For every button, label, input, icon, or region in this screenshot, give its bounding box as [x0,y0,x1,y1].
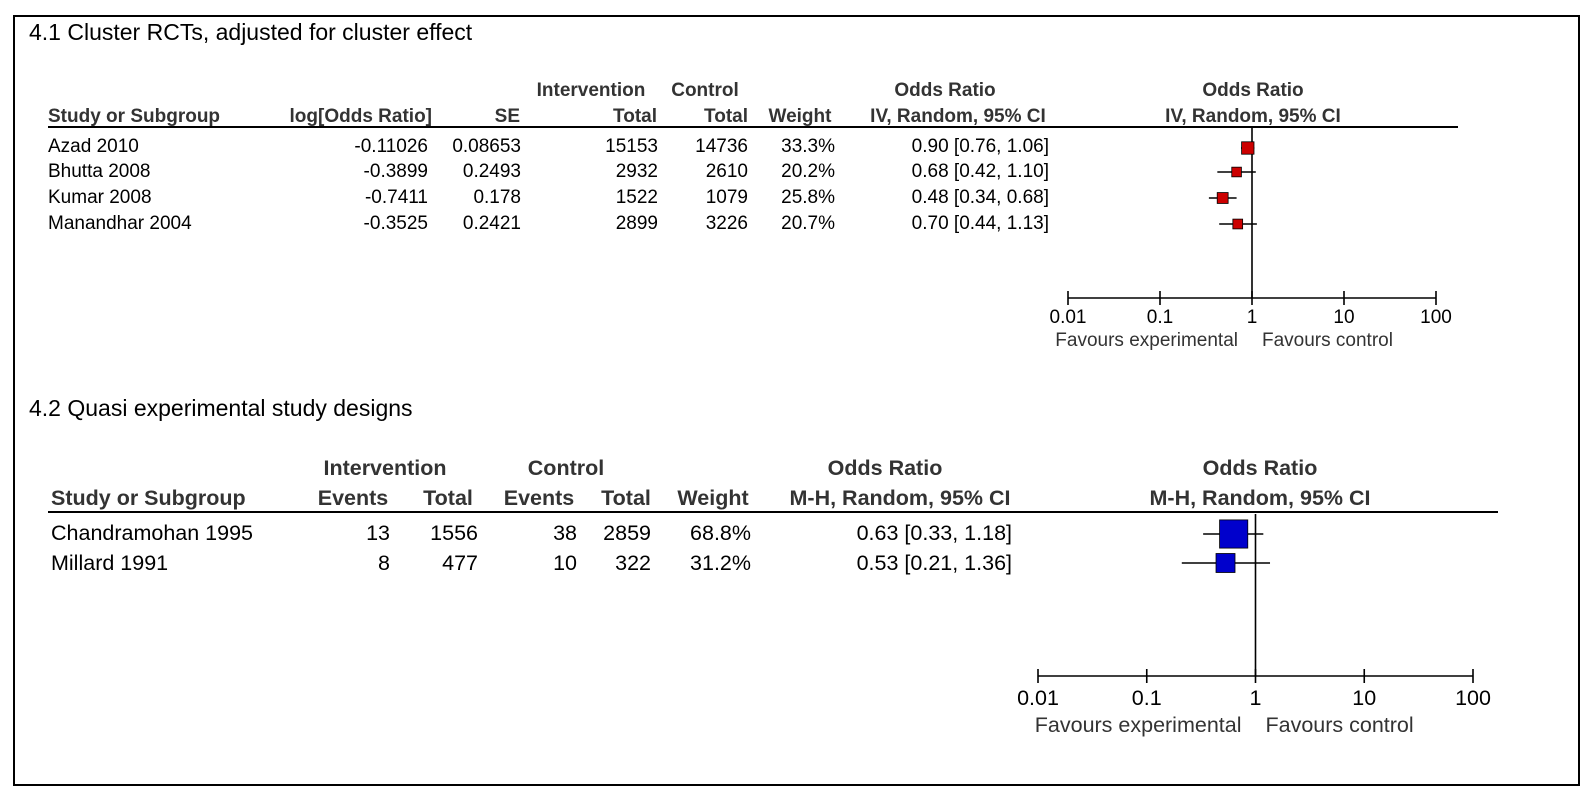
favours-control-label: Favours control [1262,330,1393,351]
table-row-int-total: 15153 [605,136,658,157]
favours-experimental-label: Favours experimental [1035,713,1242,737]
table-row-ctl-total: 2610 [705,161,748,182]
point-estimate-marker [1215,553,1236,573]
table-row-ci: 0.63 [0.33, 1.18] [856,521,1012,545]
table-row-int-events: 13 [366,521,390,545]
p1-header-int-total: Total [613,106,657,127]
table-row-weight: 20.7% [781,213,835,234]
table-row-ctl-total: 322 [615,551,651,575]
table-row-se: 0.08653 [452,136,521,157]
p2-header-weight: Weight [677,486,749,510]
x-tick-label: 10 [1352,686,1376,710]
p2-header-or: Odds Ratio [827,456,943,480]
p2-header-ctl-events: Events [503,486,575,510]
p1-header-control: Control [671,80,739,101]
table-row-int-events: 8 [378,551,390,575]
table-row-se: 0.2493 [462,161,521,182]
table-row-ctl-events: 10 [553,551,577,575]
p1-header-plot-method: IV, Random, 95% CI [1165,106,1341,127]
x-tick-label: 100 [1455,686,1491,710]
point-estimate-marker [1232,218,1244,230]
table-row-study: Bhutta 2008 [48,161,151,182]
point-estimate-marker [1231,166,1242,178]
p2-header-int-total: Total [423,486,473,510]
p1-header-study: Study or Subgroup [48,106,221,127]
table-row-logor: -0.3899 [363,161,428,182]
p1-header-or-method: IV, Random, 95% CI [870,106,1046,127]
point-estimate-marker [1216,192,1229,204]
table-row-study: Kumar 2008 [48,187,152,208]
panel-2-title: 4.2 Quasi experimental study designs [29,395,413,421]
table-row-weight: 20.2% [781,161,835,182]
x-tick-label: 0.01 [1017,686,1059,710]
table-row-int-total: 477 [442,551,478,575]
table-row-weight: 25.8% [781,187,835,208]
p1-header-plot: Odds Ratio [1202,80,1304,101]
favours-control-label: Favours control [1266,713,1414,737]
table-row-int-total: 2899 [615,213,658,234]
x-tick-label: 1 [1247,307,1258,328]
p2-header-plot-method: M-H, Random, 95% CI [1149,486,1371,510]
point-estimate-marker [1219,519,1249,549]
table-row-ci: 0.70 [0.44, 1.13] [911,213,1049,234]
p1-header-ctl-total: Total [704,106,748,127]
x-tick-label: 0.1 [1132,686,1162,710]
favours-experimental-label: Favours experimental [1055,330,1238,351]
table-row-ctl-total: 1079 [705,187,748,208]
p1-header-or: Odds Ratio [894,80,996,101]
p2-header-or-method: M-H, Random, 95% CI [789,486,1011,510]
table-row-logor: -0.11026 [354,136,428,157]
p1-header-logor: log[Odds Ratio] [289,106,432,127]
x-tick-label: 100 [1420,307,1452,328]
table-row-study: Manandhar 2004 [48,213,192,234]
table-row-int-total: 1556 [430,521,478,545]
table-row-ci: 0.90 [0.76, 1.06] [911,136,1049,157]
panel-1-title: 4.1 Cluster RCTs, adjusted for cluster e… [29,19,473,45]
p2-header-ctl-total: Total [601,486,651,510]
table-row-int-total: 2932 [615,161,658,182]
x-tick-label: 0.01 [1050,307,1087,328]
table-row-ctl-total: 3226 [705,213,748,234]
table-row-se: 0.2421 [462,213,521,234]
table-row-ci: 0.53 [0.21, 1.36] [856,551,1012,575]
p2-header-plot: Odds Ratio [1202,456,1318,480]
table-row-study: Azad 2010 [48,136,139,157]
table-row-ctl-total: 2859 [603,521,651,545]
p2-header-study: Study or Subgroup [51,486,246,510]
table-row-study: Millard 1991 [51,551,169,575]
p2-header-int-events: Events [317,486,389,510]
table-row-ctl-total: 14736 [695,136,748,157]
p1-header-weight: Weight [768,106,832,127]
p1-header-intervention: Intervention [536,80,646,101]
x-tick-label: 1 [1250,686,1262,710]
table-row-logor: -0.3525 [363,213,428,234]
forest-plot-1: 0.01 0.1 1 10 100 Favours experimental Favours… [1050,128,1452,351]
x-tick-label: 0.1 [1147,307,1173,328]
table-row-weight: 33.3% [781,136,835,157]
table-row-se: 0.178 [473,187,521,208]
p1-header-se: SE [494,106,520,127]
table-row-weight: 68.8% [690,521,751,545]
table-row-ci: 0.48 [0.34, 0.68] [911,187,1049,208]
table-row-study: Chandramohan 1995 [51,521,254,545]
p2-header-control: Control [527,456,605,480]
p2-header-rule [48,511,1498,513]
x-tick-label: 10 [1333,307,1354,328]
table-row-ctl-events: 38 [553,521,577,545]
table-row-logor: -0.7411 [364,187,428,208]
table-row-ci: 0.68 [0.42, 1.10] [911,161,1049,182]
table-row-int-total: 1522 [615,187,658,208]
table-row-weight: 31.2% [690,551,751,575]
point-estimate-marker [1241,141,1255,155]
figure-frame [13,15,1580,786]
p1-header-rule [48,126,1458,128]
p2-header-intervention: Intervention [323,456,447,480]
